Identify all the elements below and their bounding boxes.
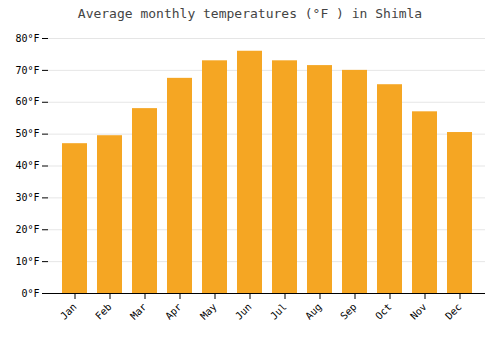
svg-text:Sep: Sep — [338, 301, 359, 322]
svg-text:Oct: Oct — [373, 301, 394, 322]
svg-text:Jul: Jul — [268, 301, 289, 322]
html-text:Average monthly temperatures (: Average monthly temperatures (°F ) in Sh… — [77, 6, 423, 21]
svg-text:May: May — [198, 301, 219, 322]
svg-text:80°F: 80°F — [15, 33, 39, 44]
svg-text:70°F: 70°F — [15, 65, 39, 76]
svg-text:10°F: 10°F — [15, 256, 39, 267]
svg-text:Nov: Nov — [408, 301, 429, 322]
svg-text:30°F: 30°F — [15, 192, 39, 203]
svg-text:Mar: Mar — [128, 301, 149, 322]
svg-text:Jan: Jan — [58, 301, 79, 322]
svg-text:50°F: 50°F — [15, 128, 39, 139]
svg-text:60°F: 60°F — [15, 96, 39, 107]
svg-text:Aug: Aug — [303, 301, 324, 322]
svg-text:Apr: Apr — [163, 301, 184, 322]
svg-text:Feb: Feb — [93, 301, 114, 322]
svg-text:20°F: 20°F — [15, 224, 39, 235]
svg-text:Dec: Dec — [443, 301, 464, 322]
svg-text:Jun: Jun — [233, 301, 254, 322]
svg-text:0°F: 0°F — [21, 288, 39, 299]
svg-text:40°F: 40°F — [15, 160, 39, 171]
